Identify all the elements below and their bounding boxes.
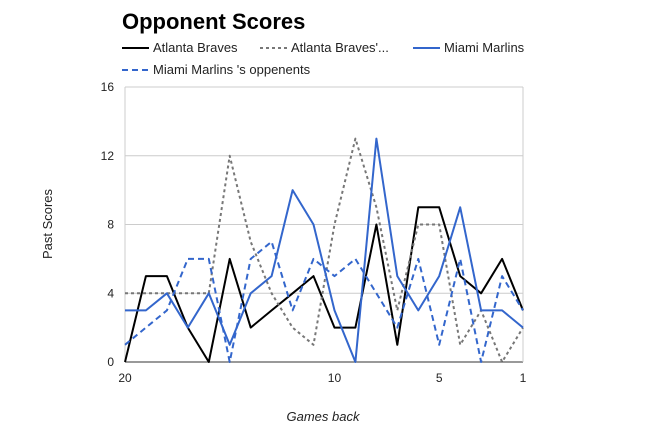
series-line-3 bbox=[125, 137, 524, 363]
y-tick-label: 4 bbox=[107, 286, 114, 300]
x-axis-label: Games back bbox=[287, 409, 361, 424]
x-tick-label: 1 bbox=[520, 371, 527, 385]
y-tick-label: 12 bbox=[101, 149, 115, 163]
legend-label: Miami Marlins 's oppenents bbox=[153, 62, 311, 77]
series-line-4 bbox=[124, 240, 524, 363]
y-tick-label: 8 bbox=[107, 218, 114, 232]
x-tick-label: 20 bbox=[118, 371, 132, 385]
y-axis-label: Past Scores bbox=[40, 188, 55, 259]
legend: Atlanta Braves Atlanta Braves'... Miami Ma… bbox=[122, 40, 525, 77]
legend-label: Miami Marlins bbox=[444, 40, 525, 55]
legend-label: Atlanta Braves'... bbox=[291, 40, 389, 55]
legend-item: Atlanta Braves'... bbox=[260, 40, 389, 55]
series-line-1 bbox=[124, 206, 524, 363]
legend-item: Miami Marlins 's oppenents bbox=[122, 62, 311, 77]
legend-label: Atlanta Braves bbox=[153, 40, 238, 55]
y-tick-label: 16 bbox=[101, 80, 115, 94]
chart-title: Opponent Scores bbox=[122, 9, 305, 34]
x-tick-label: 10 bbox=[328, 371, 342, 385]
series-line-2 bbox=[125, 137, 524, 363]
legend-item: Atlanta Braves bbox=[122, 40, 238, 55]
y-tick-label: 0 bbox=[107, 355, 114, 369]
x-tick-label: 5 bbox=[436, 371, 443, 385]
plot-area bbox=[124, 137, 524, 363]
tick-labels: 0 4 8 12 16 20 10 5 1 bbox=[101, 80, 527, 385]
legend-item: Miami Marlins bbox=[413, 40, 525, 55]
